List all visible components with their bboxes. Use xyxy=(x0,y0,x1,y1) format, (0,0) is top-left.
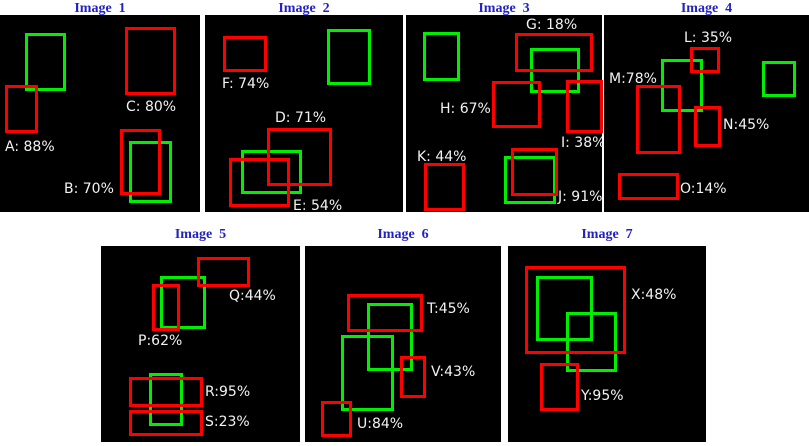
panel-title-image-7: Image 7 xyxy=(581,227,633,242)
bounding-box-red xyxy=(525,266,626,354)
bounding-box-red xyxy=(125,27,176,95)
detection-canvas-2: F: 74% D: 71% E: 54% xyxy=(205,15,403,214)
bounding-box-red xyxy=(690,47,720,73)
detection-label: X:48% xyxy=(631,287,677,303)
detection-label: P:62% xyxy=(138,333,183,349)
bounding-box-green xyxy=(341,335,394,411)
detection-label: S:23% xyxy=(205,414,250,430)
detection-label: H: 67% xyxy=(440,101,491,117)
bounding-box-red xyxy=(400,356,426,398)
detection-label: N:45% xyxy=(723,117,770,133)
bounding-box-red xyxy=(5,85,38,133)
bounding-box-red xyxy=(618,173,679,200)
bounding-box-red xyxy=(129,410,203,436)
detection-label: A: 88% xyxy=(5,139,55,155)
detection-label: O:14% xyxy=(680,181,727,197)
bounding-box-red xyxy=(492,81,541,128)
detection-label: D: 71% xyxy=(275,110,327,126)
bounding-box-green xyxy=(762,61,796,97)
bounding-box-red xyxy=(566,80,603,133)
panel-title-image-1: Image 1 xyxy=(74,1,126,16)
bounding-box-green xyxy=(536,276,593,341)
bounding-box-green xyxy=(566,312,617,372)
detection-canvas-4: L: 35% M:78% N:45% O:14% xyxy=(604,15,809,212)
detection-canvas-6: T:45% V:43% U:84% xyxy=(305,246,501,442)
detection-label: Q:44% xyxy=(229,288,276,304)
detection-label: E: 54% xyxy=(293,198,343,214)
detection-label: M:78% xyxy=(609,71,657,87)
panel-title-image-4: Image 4 xyxy=(680,1,733,16)
detection-label: J: 91% xyxy=(558,189,603,205)
bounding-box-green xyxy=(423,32,460,81)
detection-canvas-3: G: 18% H: 67% I: 38% K: 44% J: 91% xyxy=(406,15,606,212)
bounding-box-red xyxy=(424,163,465,211)
bounding-box-red xyxy=(511,148,558,196)
bounding-box-red xyxy=(267,128,332,186)
detection-label: V:43% xyxy=(431,364,476,380)
bounding-box-red xyxy=(540,363,579,411)
bounding-box-red xyxy=(694,106,721,147)
bounding-box-red xyxy=(152,284,180,331)
detection-label: B: 70% xyxy=(64,181,114,197)
bounding-box-red xyxy=(120,129,161,195)
bounding-box-red xyxy=(321,401,352,437)
detection-canvas-1: A: 88% C: 80% B: 70% xyxy=(0,15,200,212)
detection-label: T:45% xyxy=(427,301,470,317)
detection-canvas-7: X:48% Y:95% xyxy=(508,246,706,442)
bounding-box-red xyxy=(347,294,423,332)
bounding-box-green xyxy=(129,141,172,203)
panel-title-image-2: Image 2 xyxy=(278,1,330,16)
detection-label: F: 74% xyxy=(222,76,270,92)
detection-label: C: 80% xyxy=(126,99,177,115)
detection-label: G: 18% xyxy=(526,17,578,33)
bounding-box-red xyxy=(223,36,267,72)
panel-title-image-5: Image 5 xyxy=(174,227,227,242)
bounding-box-red xyxy=(197,257,250,287)
panel-title-image-6: Image 6 xyxy=(377,227,429,242)
bounding-box-red xyxy=(636,85,681,154)
detection-label: U:84% xyxy=(357,416,404,432)
panel-title-image-3: Image 3 xyxy=(478,1,530,16)
bounding-box-red xyxy=(515,33,593,72)
detection-canvas-5: Q:44% P:62% R:95% S:23% xyxy=(101,246,300,442)
bounding-box-green xyxy=(25,33,66,91)
bounding-box-red xyxy=(129,377,203,407)
bounding-box-red xyxy=(229,158,290,207)
bounding-box-green xyxy=(504,156,556,204)
bounding-box-green xyxy=(241,150,302,194)
detection-label: L: 35% xyxy=(684,30,733,46)
detection-label: R:95% xyxy=(205,384,251,400)
bounding-box-green xyxy=(327,29,371,85)
bounding-box-green xyxy=(149,373,183,426)
detection-label: K: 44% xyxy=(417,149,467,165)
detection-label: I: 38% xyxy=(561,135,606,151)
bounding-box-green xyxy=(160,276,206,329)
detection-label: Y:95% xyxy=(581,388,624,404)
